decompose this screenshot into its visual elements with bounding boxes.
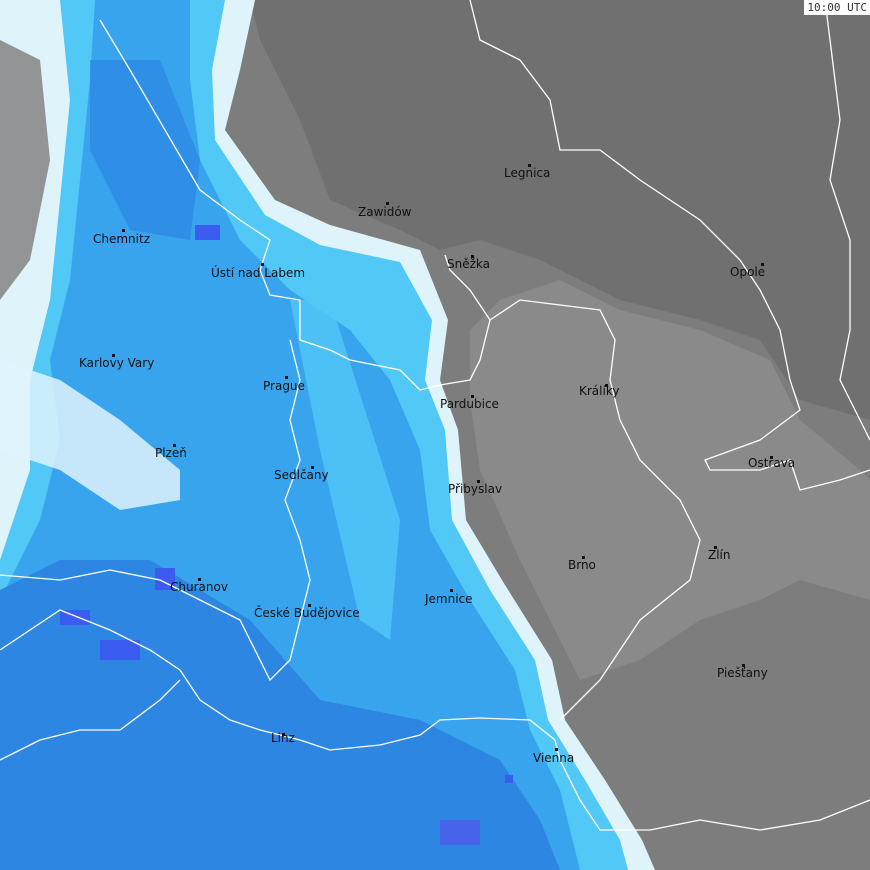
city-marker: [308, 604, 311, 607]
city-marker: [173, 444, 176, 447]
city-label: Brno: [568, 558, 596, 572]
city-label: Ústí nad Labem: [211, 266, 306, 280]
city-label: Opole: [730, 265, 766, 279]
city-marker: [770, 456, 773, 459]
city-label: Ostrava: [748, 456, 796, 470]
city-marker: [714, 546, 717, 549]
city-marker: [605, 384, 608, 387]
precip-edge-patch: [0, 360, 180, 510]
precip-light-band: [290, 300, 400, 640]
precip-dark-band: [90, 60, 200, 240]
city-marker: [198, 578, 201, 581]
city-label: Churanov: [170, 580, 228, 594]
city-label: Zawidów: [358, 205, 412, 219]
city-label: Chemnitz: [93, 232, 150, 246]
city-label: Prague: [263, 379, 305, 393]
city-marker: [528, 164, 531, 167]
city-label: Přibyslav: [448, 482, 503, 496]
city-marker: [471, 255, 474, 258]
city-marker: [761, 263, 764, 266]
city-label: Sněžka: [447, 257, 490, 271]
city-marker: [122, 229, 125, 232]
city-label: Sedlčany: [274, 468, 329, 482]
city-label: Plzeň: [155, 446, 187, 460]
city-label: Karlovy Vary: [79, 356, 155, 370]
city-marker: [742, 664, 745, 667]
city-marker: [261, 263, 264, 266]
city-marker: [285, 376, 288, 379]
land-patch-west: [0, 40, 50, 300]
city-label: Vienna: [533, 751, 575, 765]
city-marker: [450, 589, 453, 592]
timestamp-label: 10:00 UTC: [804, 0, 870, 15]
city-marker: [386, 202, 389, 205]
heavy-precip-cells: [60, 225, 513, 845]
city-label: České Budějovice: [254, 606, 360, 620]
city-label: Piešťany: [717, 666, 768, 680]
city-marker: [555, 748, 558, 751]
city-label: Králíky: [579, 384, 620, 398]
city-marker: [471, 395, 474, 398]
city-marker: [311, 466, 314, 469]
city-marker: [582, 556, 585, 559]
city-marker: [282, 733, 285, 736]
poland-region: [250, 0, 870, 420]
city-label: Linz: [271, 731, 295, 745]
city-marker: [112, 354, 115, 357]
city-label: Pardubice: [440, 397, 499, 411]
city-label: Zlín: [708, 548, 731, 562]
czech-east-region: [470, 280, 870, 680]
city-label: Jemnice: [425, 592, 473, 606]
precip-dark: [0, 560, 560, 870]
city-label: Legnica: [504, 166, 551, 180]
borders: [0, 0, 870, 831]
city-marker: [477, 480, 480, 483]
